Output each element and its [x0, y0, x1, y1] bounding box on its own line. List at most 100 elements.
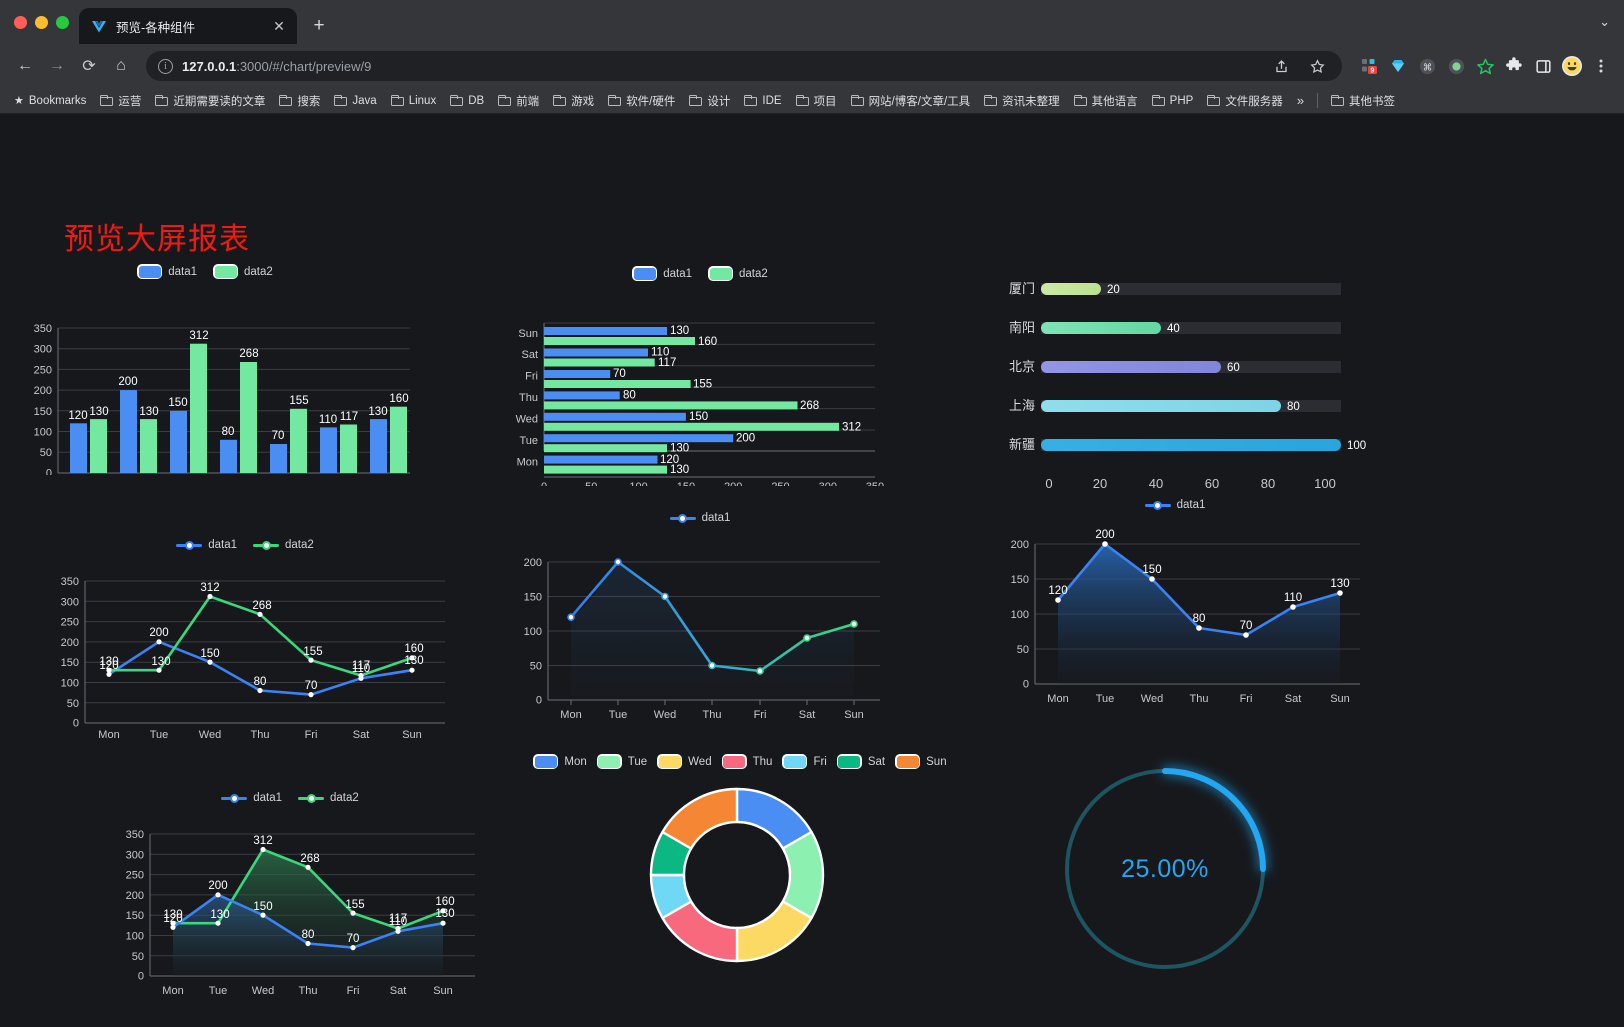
legend-swatch: [632, 266, 658, 281]
bookmark-folder-0[interactable]: 运营: [94, 90, 147, 112]
share-icon[interactable]: [1268, 53, 1294, 79]
tab-title: 预览-各种组件: [116, 20, 196, 35]
svg-text:200: 200: [524, 557, 542, 569]
bookmark-folder-9[interactable]: 设计: [683, 90, 736, 112]
circle-green-icon[interactable]: [1443, 53, 1469, 79]
svg-text:110: 110: [352, 663, 370, 675]
folder-icon: [1331, 95, 1345, 106]
svg-text:160: 160: [404, 643, 423, 655]
bookmark-folder-2[interactable]: 搜索: [273, 90, 326, 112]
legend-item-tue[interactable]: Tue: [596, 754, 648, 769]
folder-icon: [1073, 95, 1087, 106]
close-tab-button[interactable]: ✕: [273, 17, 285, 34]
svg-text:150: 150: [1142, 564, 1161, 576]
window-controls[interactable]: [12, 0, 79, 44]
legend-item-mon[interactable]: Mon: [533, 754, 587, 769]
svg-text:110: 110: [389, 916, 407, 928]
bookmark-folder-4[interactable]: Linux: [385, 92, 443, 110]
legend-label: Sun: [926, 755, 947, 768]
svg-text:Wed: Wed: [199, 729, 221, 741]
bookmark-folder-14[interactable]: 其他语言: [1068, 90, 1144, 112]
sidepanel-icon[interactable]: [1530, 53, 1556, 79]
minimize-window-button[interactable]: [35, 15, 48, 29]
legend-item-wed[interactable]: Wed: [657, 754, 712, 769]
bookmark-folder-12[interactable]: 网站/博客/文章/工具: [845, 90, 977, 112]
svg-text:70: 70: [1240, 620, 1253, 632]
legend-item-thu[interactable]: Thu: [721, 754, 772, 769]
svg-text:130: 130: [210, 909, 229, 921]
svg-text:130: 130: [670, 325, 689, 337]
folder-icon: [795, 95, 809, 106]
legend-line-marker: [221, 793, 248, 803]
address-bar[interactable]: i 127.0.0.1:3000/#/chart/preview/9: [146, 51, 1342, 81]
site-info-icon[interactable]: i: [158, 58, 173, 74]
legend-item-data1[interactable]: data1: [221, 792, 282, 804]
star-outline-green-icon[interactable]: [1472, 53, 1498, 79]
legend-label: Sat: [867, 755, 886, 768]
bookmark-folder-7[interactable]: 游戏: [547, 90, 600, 112]
svg-text:117: 117: [340, 411, 358, 423]
bookmark-folder-16[interactable]: 文件服务器: [1201, 90, 1289, 112]
legend-item-data2[interactable]: data2: [298, 792, 359, 804]
reload-button[interactable]: ⟳: [82, 58, 96, 75]
legend-item-data2[interactable]: data2: [253, 539, 314, 551]
bookmark-folder-11[interactable]: 项目: [790, 90, 843, 112]
bookmark-star-icon[interactable]: [1304, 53, 1330, 79]
bookmark-folder-10[interactable]: IDE: [738, 92, 787, 110]
bookmark-folder-5[interactable]: DB: [444, 92, 490, 110]
legend-item-data2[interactable]: data2: [213, 264, 273, 279]
bookmark-folder-8[interactable]: 软件/硬件: [602, 90, 681, 112]
url-path: :3000/#/chart/preview/9: [236, 58, 372, 74]
bookmark-folder-15[interactable]: PHP: [1146, 92, 1200, 110]
legend-label: Tue: [627, 755, 648, 768]
bookmark-folder-6[interactable]: 前端: [492, 90, 545, 112]
three-dot-menu-icon[interactable]: [1588, 53, 1614, 79]
legend-label: data1: [663, 267, 692, 280]
svg-text:268: 268: [252, 600, 271, 612]
svg-text:Thu: Thu: [299, 985, 318, 997]
close-window-button[interactable]: [14, 15, 27, 29]
legend-item-data1[interactable]: data1: [137, 264, 197, 279]
other-bookmarks-folder[interactable]: 其他书签: [1325, 90, 1401, 112]
profile-avatar-icon[interactable]: [1559, 53, 1585, 79]
legend-item-data1[interactable]: data1: [176, 539, 237, 551]
svg-text:150: 150: [200, 648, 219, 660]
forward-button[interactable]: →: [49, 57, 65, 74]
chart-bar-vertical: data1 data2 350 300: [10, 264, 480, 484]
legend-item-data1[interactable]: data1: [632, 266, 692, 281]
legend-item-sat[interactable]: Sat: [836, 754, 886, 769]
home-button[interactable]: ⌂: [116, 57, 126, 74]
maximize-window-button[interactable]: [56, 15, 69, 29]
grid-extension-icon[interactable]: 9: [1356, 53, 1382, 79]
new-tab-button[interactable]: +: [313, 15, 325, 36]
legend-item-sun[interactable]: Sun: [895, 754, 947, 769]
svg-text:160: 160: [389, 393, 408, 405]
svg-text:20: 20: [1107, 284, 1120, 296]
svg-text:250: 250: [34, 364, 52, 376]
back-button[interactable]: ←: [17, 57, 33, 74]
svg-text:80: 80: [1193, 613, 1206, 625]
diamond-icon[interactable]: [1385, 53, 1411, 79]
bookmark-folder-13[interactable]: 资讯未整理: [978, 90, 1066, 112]
folder-icon: [334, 95, 348, 106]
legend-item-data1[interactable]: data1: [1144, 499, 1205, 511]
bookmarks-overflow-button[interactable]: »: [1296, 93, 1305, 108]
svg-text:Wed: Wed: [516, 414, 538, 426]
legend-item-data1[interactable]: data1: [669, 512, 730, 524]
bookmark-label: 软件/硬件: [626, 95, 676, 108]
legend-item-data2[interactable]: data2: [708, 266, 768, 281]
bookmark-manager-item[interactable]: ★ Bookmarks: [8, 91, 92, 110]
svg-text:150: 150: [524, 592, 542, 604]
legend-item-fri[interactable]: Fri: [782, 754, 827, 769]
bookmark-folder-3[interactable]: Java: [328, 92, 382, 110]
svg-text:Wed: Wed: [654, 709, 676, 721]
command-icon[interactable]: ⌘: [1414, 53, 1440, 79]
browser-tab[interactable]: 预览-各种组件 ✕: [79, 8, 297, 44]
bookmark-label: DB: [468, 94, 485, 107]
bookmark-folder-1[interactable]: 近期需要读的文章: [149, 90, 271, 112]
chevron-down-icon[interactable]: ⌄: [1599, 14, 1610, 29]
svg-text:200: 200: [736, 433, 755, 445]
puzzle-extensions-icon[interactable]: [1501, 53, 1527, 79]
svg-text:Tue: Tue: [519, 435, 538, 447]
svg-text:Sun: Sun: [518, 328, 538, 340]
